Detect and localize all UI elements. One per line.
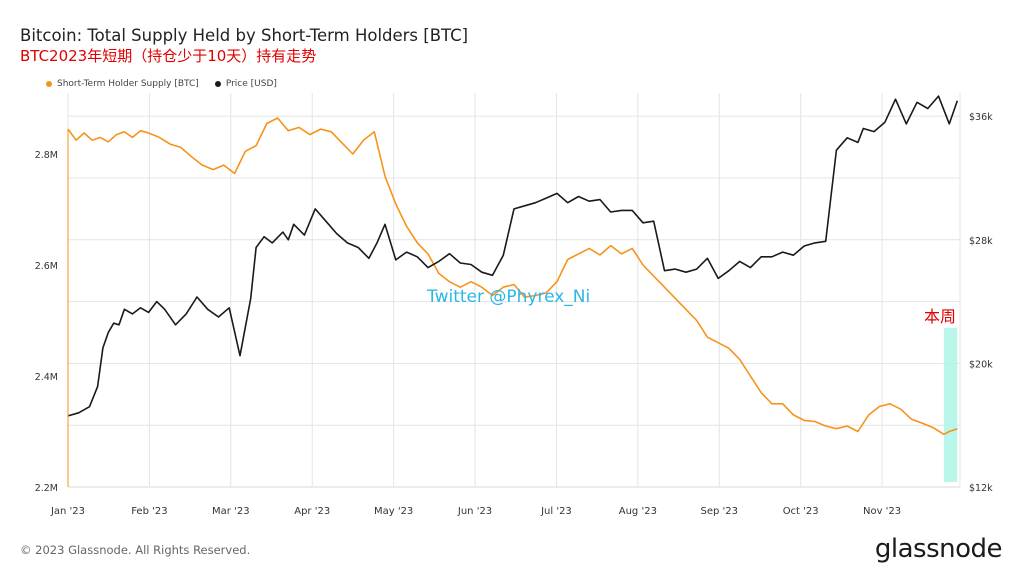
supply-series-line <box>67 117 958 436</box>
x-tick-label: Aug '23 <box>619 506 657 517</box>
legend: Short-Term Holder Supply [BTC] Price [US… <box>46 79 277 89</box>
x-tick-label: Jul '23 <box>540 506 572 517</box>
legend-price-dot <box>214 81 221 87</box>
y-left-tick-label: 2.4M <box>35 372 58 383</box>
legend-supply-dot <box>46 81 52 87</box>
y-right-tick-label: $12k <box>969 483 993 494</box>
legend-supply-label: Short-Term Holder Supply [BTC] <box>57 79 199 89</box>
chart-title: Bitcoin: Total Supply Held by Short-Term… <box>20 26 469 45</box>
y-left-tick-label: 2.8M <box>35 150 58 161</box>
x-tick-label: May '23 <box>374 506 413 517</box>
y-right-tick-label: $36k <box>969 112 993 123</box>
glassnode-logo: glassnode <box>874 534 1003 564</box>
x-tick-label: Sep '23 <box>701 506 739 517</box>
x-tick-label: Apr '23 <box>294 506 330 517</box>
x-tick-label: Oct '23 <box>783 506 819 517</box>
copyright-text: © 2023 Glassnode. All Rights Reserved. <box>20 543 251 557</box>
legend-item-supply[interactable]: Short-Term Holder Supply [BTC] <box>46 79 199 89</box>
chart-subtitle: BTC2023年短期（持仓少于10天）持有走势 <box>20 47 317 65</box>
x-tick-label: Jun '23 <box>457 506 492 517</box>
legend-item-price[interactable]: Price [USD] <box>214 79 277 89</box>
watermark-text: Twitter @Phyrex_Ni <box>427 287 591 307</box>
price-series-line <box>67 95 959 417</box>
y-right-tick-label: $20k <box>969 359 993 370</box>
this-week-annotation: 本周 <box>924 307 957 326</box>
y-left-tick-label: 2.2M <box>35 483 58 494</box>
x-tick-label: Nov '23 <box>863 506 901 517</box>
x-tick-label: Mar '23 <box>212 506 250 517</box>
y-right-tick-label: $28k <box>969 236 993 247</box>
x-tick-label: Feb '23 <box>131 506 167 517</box>
x-tick-label: Jan '23 <box>50 506 85 517</box>
legend-price-label: Price [USD] <box>225 79 277 89</box>
y-left-tick-label: 2.6M <box>35 261 58 272</box>
this-week-highlight <box>943 328 958 482</box>
